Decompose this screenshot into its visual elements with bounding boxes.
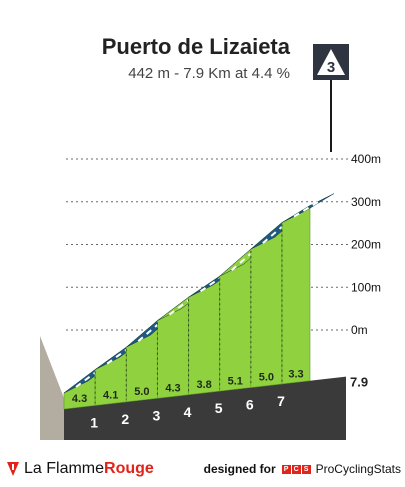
pcs-logo-p: P bbox=[281, 464, 291, 474]
gradient-label: 4.3 bbox=[165, 382, 180, 394]
y-tick-label: 400m bbox=[351, 152, 381, 166]
gradient-label: 5.0 bbox=[134, 386, 149, 398]
footer: La Flamme Rouge designed for P C S ProCyc… bbox=[0, 452, 405, 487]
km-marker: 6 bbox=[246, 397, 254, 413]
profile-labels: 0m 100m 200m 300m 400m 4.3 4.1 5.0 4.3 3.8 5.1 5.0 3… bbox=[72, 152, 381, 431]
gradient-label: 4.3 bbox=[72, 393, 87, 405]
climb-profile-chart: Puerto de Lizaieta 442 m - 7.9 Km at 4.4… bbox=[40, 34, 381, 440]
climb-summary: 442 m - 7.9 Km at 4.4 % bbox=[128, 65, 290, 82]
brand-plain: La Flamme bbox=[24, 460, 105, 477]
segment-front-face bbox=[250, 221, 283, 388]
km-marker: 7 bbox=[277, 393, 285, 409]
gradient-label: 3.8 bbox=[196, 379, 211, 391]
total-distance-label: 7.9 bbox=[350, 375, 368, 390]
km-marker: 2 bbox=[121, 411, 129, 427]
profile-faces bbox=[40, 193, 346, 440]
climb-title: Puerto de Lizaieta bbox=[102, 34, 291, 59]
distance-base-strip bbox=[40, 376, 346, 440]
pcs-logo-s: S bbox=[301, 464, 311, 474]
y-tick-label: 100m bbox=[351, 280, 381, 294]
partner-name: ProCyclingStats bbox=[315, 462, 401, 476]
designed-for-label: designed for bbox=[203, 462, 276, 476]
segment-front-face bbox=[281, 205, 311, 385]
gradient-label: 3.3 bbox=[288, 368, 303, 380]
km-marker: 1 bbox=[90, 415, 98, 431]
flag-icon bbox=[7, 462, 19, 476]
gradient-label: 4.1 bbox=[103, 390, 118, 402]
segment-front-face bbox=[219, 248, 252, 392]
vertical-dash-lines bbox=[94, 224, 283, 404]
credit: designed for P C S ProCyclingStats bbox=[204, 462, 401, 476]
y-tick-label: 200m bbox=[351, 238, 381, 252]
gradient-label: 5.1 bbox=[228, 375, 243, 387]
y-tick-label: 300m bbox=[351, 195, 381, 209]
pcs-logo-c: C bbox=[291, 464, 301, 474]
segment-centre-line bbox=[293, 198, 323, 218]
category-number: 3 bbox=[327, 59, 335, 76]
brand-accent: Rouge bbox=[104, 460, 154, 477]
y-tick-label: 0m bbox=[351, 323, 368, 337]
km-marker: 5 bbox=[215, 400, 223, 416]
gradient-label: 5.0 bbox=[259, 372, 274, 384]
category-marker: 3 bbox=[313, 44, 349, 152]
km-marker: 3 bbox=[153, 407, 161, 423]
la-flamme-rouge-logo: La Flamme Rouge bbox=[6, 460, 154, 478]
start-wall bbox=[40, 336, 64, 440]
category-triangle-icon bbox=[317, 49, 345, 75]
km-marker: 4 bbox=[184, 404, 192, 420]
